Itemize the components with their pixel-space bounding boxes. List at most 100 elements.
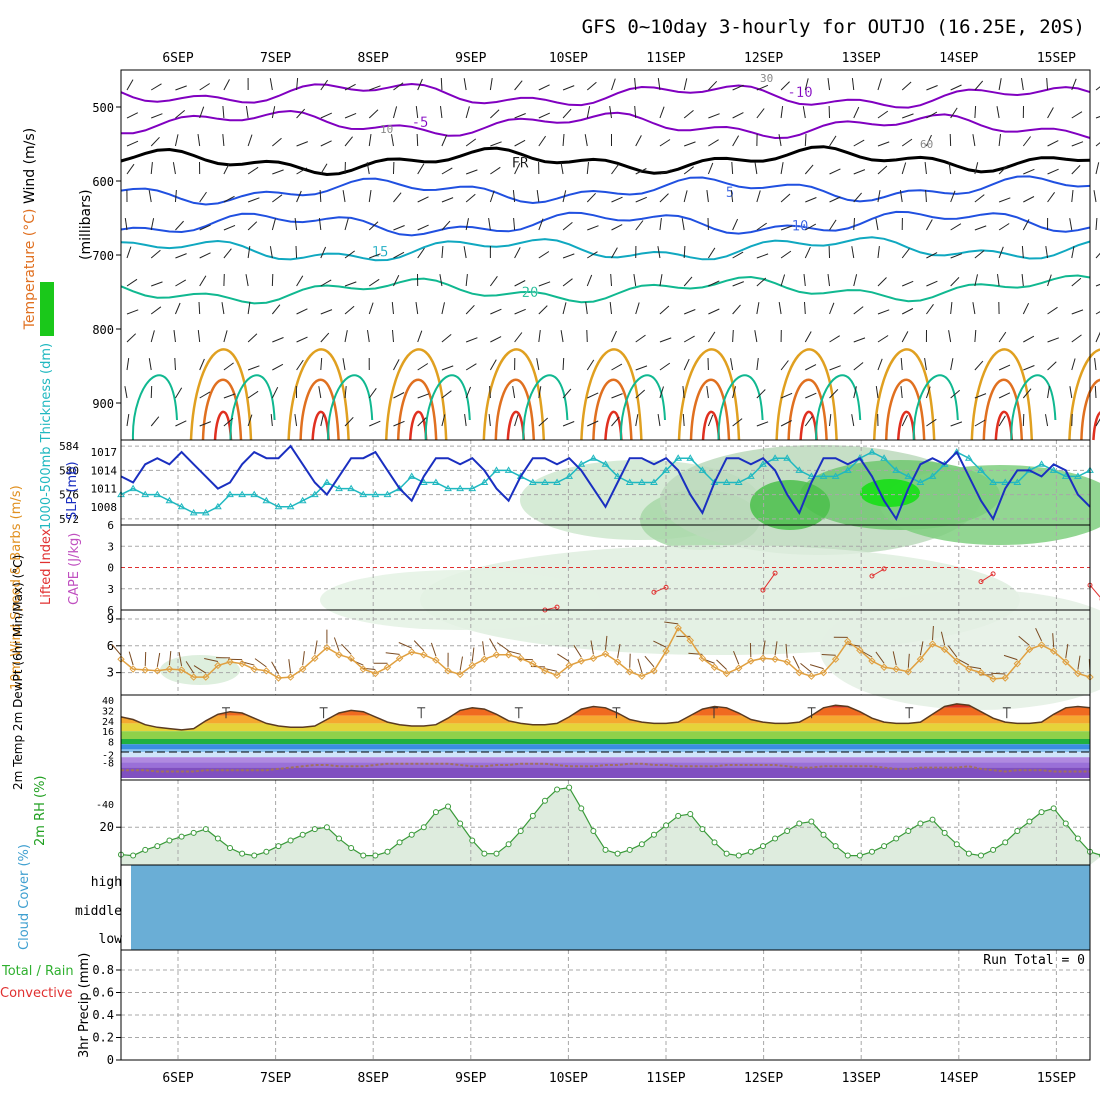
wind-barb [803,106,805,118]
wind-barb [902,163,906,175]
wind-barb [563,279,572,286]
wind-barb [515,309,526,314]
rh-point [700,827,705,832]
wind-barb [416,302,418,314]
wind-barb [1048,108,1054,119]
y-tick-label: 0.8 [92,963,114,977]
wind-barb [393,106,396,118]
rh-point [797,821,802,826]
wind-barb [999,365,1010,370]
wind-barb [248,302,250,314]
wind-barb [1023,137,1030,147]
wind-barb [902,114,913,118]
wind-barb [733,305,741,314]
wind-barb [248,334,257,342]
y-tick-label-right: 1011 [91,483,118,496]
wind-barb [636,303,639,315]
wind-barb [660,338,671,342]
wind-barb [248,198,259,202]
wind-barb [157,653,159,667]
wind-barb [223,106,224,118]
wind-barb [1023,366,1034,371]
rh-point [760,844,765,849]
wind-barb [466,170,477,174]
date-label-top: 10SEP [549,51,588,66]
wind-barb [248,135,252,146]
wind-barb [200,192,207,202]
wind-barb [224,79,230,90]
isotherm-label: -10 [787,85,812,101]
rh-point [530,813,535,818]
wind-barb [611,274,612,286]
isotherm-35 [996,412,1012,440]
wind-barb [466,194,475,202]
wind-barb [902,139,912,146]
wind-barb [295,218,296,230]
wind-barb [418,197,429,202]
wind-barb [878,310,889,314]
wind-barb [660,107,664,118]
isotherm-30 [1081,380,1100,440]
wind-barb [781,361,788,371]
wind-barb [175,280,185,286]
rh-point [724,851,729,856]
wind-barb [707,386,709,398]
wind-barb [399,643,412,649]
wind-barb [828,78,830,90]
wind-barb [638,659,642,672]
isotherm-line [121,237,1090,260]
wind-barb [636,414,638,426]
wind-barb [393,226,404,231]
wind-barb [660,140,670,147]
isotherm-label: 15 [372,244,389,260]
isotherm-35 [703,412,719,440]
wind-barb [173,162,175,174]
wind-barb [926,86,937,91]
wind-barb [828,274,830,286]
rh-point [676,813,681,818]
cloud-layer-label: middle [75,904,122,919]
wind-barb [708,415,712,426]
rh-point [252,853,257,858]
wind-barb [490,78,492,90]
isotherm-20-loop [133,375,177,440]
rh-point [567,785,572,790]
chart-title: GFS 0~10day 3-hourly for OUTJO (16.25E, … [582,16,1085,38]
wind-barb [854,170,865,174]
wind-barb [464,246,466,258]
wind-barb [1072,359,1075,371]
date-label-top: 6SEP [162,51,193,66]
wind-barb [490,639,497,651]
wind-barb [684,336,694,342]
wind-barb [466,218,468,230]
wind-barb [442,198,453,202]
wind-barb [442,246,443,258]
wind-barb [539,136,546,146]
rh-point [131,853,136,858]
wind-barb [272,364,283,370]
wind-barb [539,85,550,90]
temp-band [121,744,1090,749]
wind-barb [345,282,356,286]
wind-barb [539,252,549,259]
wind-barb [200,253,211,258]
precip-legend-total: Total / Rain [1,964,74,979]
wind-barb [854,274,857,286]
wind-barb [490,142,501,146]
wind-barb [612,364,622,370]
wind-barb [198,134,200,146]
wind-barb [645,656,654,667]
li-line [1090,585,1100,599]
wind-barb [975,195,984,202]
wind-barb [127,247,131,258]
temp-band [121,723,1090,731]
wind-barb [515,333,522,343]
rh-point [845,853,850,858]
wind-barb [810,665,823,669]
wind-barb [151,307,161,314]
wind-barb [321,247,326,258]
date-label-top: 13SEP [842,51,881,66]
wind-barb [902,331,908,342]
wind-barb [442,366,453,370]
wind-barb [539,330,540,342]
